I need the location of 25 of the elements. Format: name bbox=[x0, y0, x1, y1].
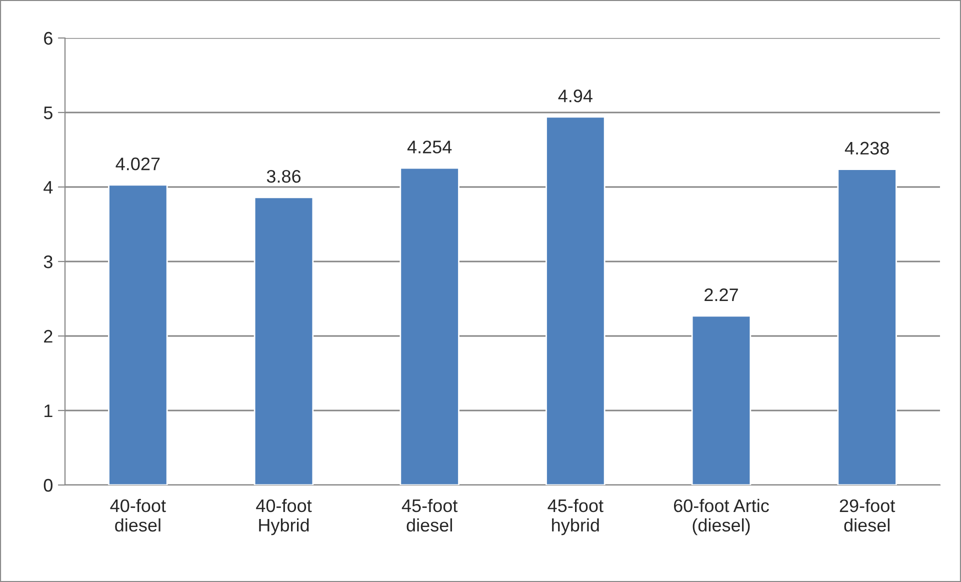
data-label: 4.027 bbox=[116, 158, 160, 170]
x-tick-label: 45-foot hybrid bbox=[548, 498, 604, 536]
data-label: 4.94 bbox=[558, 90, 592, 102]
bar bbox=[691, 315, 752, 485]
y-tick-label: 0 bbox=[44, 478, 52, 492]
y-tick-label: 3 bbox=[44, 255, 52, 268]
x-tick-label: 45-foot diesel bbox=[402, 498, 458, 532]
y-tick-label: 2 bbox=[44, 330, 52, 343]
data-label: 3.86 bbox=[266, 170, 301, 183]
x-tick-label: 40-foot diesel bbox=[110, 498, 166, 532]
y-tick-label: 1 bbox=[44, 404, 52, 418]
x-tick-label: 40-foot Hybrid bbox=[256, 498, 312, 536]
bar bbox=[837, 168, 897, 485]
y-tick-label: 6 bbox=[44, 32, 52, 45]
y-tick-label: 5 bbox=[44, 106, 52, 120]
data-label: 4.238 bbox=[844, 142, 889, 155]
bar bbox=[546, 116, 606, 485]
bar bbox=[400, 167, 460, 485]
data-label: 4.254 bbox=[407, 140, 452, 154]
x-tick-label: 60-foot Artic (diesel) bbox=[674, 498, 769, 536]
x-tick-label: 29-foot diesel bbox=[840, 498, 896, 532]
data-label: 2.27 bbox=[704, 288, 738, 302]
bar bbox=[108, 184, 168, 485]
bar bbox=[254, 196, 314, 485]
y-tick-label: 4 bbox=[44, 181, 53, 194]
